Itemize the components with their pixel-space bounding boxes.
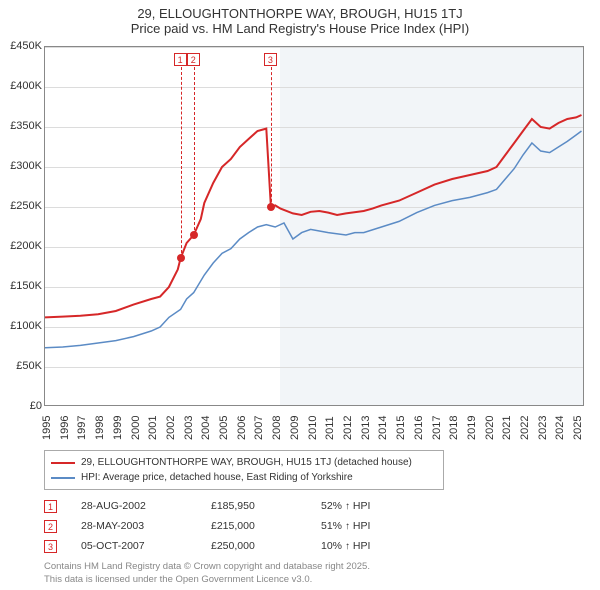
sale-marker-line: [194, 67, 195, 235]
x-axis-label: 2011: [324, 416, 336, 440]
x-axis-label: 2005: [218, 416, 230, 440]
sales-date: 28-MAY-2003: [81, 520, 211, 532]
x-axis-label: 2006: [236, 416, 248, 440]
sales-price: £250,000: [211, 540, 321, 552]
x-axis-label: 2020: [484, 416, 496, 440]
sales-price: £215,000: [211, 520, 321, 532]
chart-container: 29, ELLOUGHTONTHORPE WAY, BROUGH, HU15 1…: [0, 0, 600, 590]
y-axis-label: £250K: [10, 200, 42, 212]
x-axis-label: 2009: [289, 416, 301, 440]
x-axis-label: 2003: [183, 416, 195, 440]
x-axis-label: 2004: [200, 416, 212, 440]
sales-index-box: 3: [44, 540, 57, 553]
sales-row: 3 05-OCT-2007£250,00010% ↑ HPI: [44, 536, 441, 556]
x-axis-label: 2023: [537, 416, 549, 440]
x-axis-label: 2025: [572, 416, 584, 440]
y-axis-label: £0: [30, 400, 42, 412]
x-axis-label: 2017: [431, 416, 443, 440]
sales-diff: 52% ↑ HPI: [321, 500, 441, 512]
x-axis-label: 2019: [466, 416, 478, 440]
x-axis-label: 2008: [271, 416, 283, 440]
sales-row: 1 28-AUG-2002£185,95052% ↑ HPI: [44, 496, 441, 516]
series-line-property: [45, 115, 582, 317]
legend-box: 29, ELLOUGHTONTHORPE WAY, BROUGH, HU15 1…: [44, 450, 444, 490]
x-axis-label: 1998: [94, 416, 106, 440]
legend-item: 29, ELLOUGHTONTHORPE WAY, BROUGH, HU15 1…: [51, 455, 437, 470]
x-axis-label: 2001: [147, 416, 159, 440]
sales-date: 05-OCT-2007: [81, 540, 211, 552]
footer-line: This data is licensed under the Open Gov…: [44, 574, 370, 586]
x-axis-label: 2021: [501, 416, 513, 440]
sales-diff: 10% ↑ HPI: [321, 540, 441, 552]
y-axis-label: £50K: [16, 360, 42, 372]
x-axis-label: 2002: [165, 416, 177, 440]
sales-row: 2 28-MAY-2003£215,00051% ↑ HPI: [44, 516, 441, 536]
legend-label: 29, ELLOUGHTONTHORPE WAY, BROUGH, HU15 1…: [81, 455, 412, 470]
sales-index-box: 2: [44, 520, 57, 533]
x-axis-label: 2022: [519, 416, 531, 440]
x-axis-label: 1997: [76, 416, 88, 440]
footer-attribution: Contains HM Land Registry data © Crown c…: [44, 561, 370, 586]
title-subtitle: Price paid vs. HM Land Registry's House …: [0, 21, 600, 36]
y-axis-label: £450K: [10, 40, 42, 52]
sale-marker-dot: [267, 203, 275, 211]
footer-line: Contains HM Land Registry data © Crown c…: [44, 561, 370, 573]
sale-marker-line: [181, 67, 182, 258]
legend-swatch-icon: [51, 477, 75, 479]
y-axis-label: £350K: [10, 120, 42, 132]
y-axis-label: £300K: [10, 160, 42, 172]
x-axis-label: 1996: [59, 416, 71, 440]
chart-svg: [45, 47, 583, 405]
x-axis-label: 2010: [307, 416, 319, 440]
sales-diff: 51% ↑ HPI: [321, 520, 441, 532]
x-axis-label: 2015: [395, 416, 407, 440]
x-axis-label: 2014: [377, 416, 389, 440]
legend-label: HPI: Average price, detached house, East…: [81, 470, 353, 485]
sale-marker-dot: [190, 231, 198, 239]
x-axis-label: 2013: [360, 416, 372, 440]
sales-index-box: 1: [44, 500, 57, 513]
sale-marker-box: 1: [174, 53, 187, 66]
x-axis-label: 2012: [342, 416, 354, 440]
x-axis-label: 1999: [112, 416, 124, 440]
sale-marker-box: 3: [264, 53, 277, 66]
sale-marker-line: [271, 67, 272, 207]
series-line-hpi: [45, 131, 582, 348]
x-axis-label: 2000: [130, 416, 142, 440]
sale-marker-box: 2: [187, 53, 200, 66]
sales-date: 28-AUG-2002: [81, 500, 211, 512]
legend-swatch-icon: [51, 462, 75, 464]
legend-item: HPI: Average price, detached house, East…: [51, 470, 437, 485]
title-block: 29, ELLOUGHTONTHORPE WAY, BROUGH, HU15 1…: [0, 0, 600, 36]
y-axis-label: £150K: [10, 280, 42, 292]
y-axis-label: £400K: [10, 80, 42, 92]
x-axis-label: 2024: [554, 416, 566, 440]
sales-price: £185,950: [211, 500, 321, 512]
y-axis-label: £100K: [10, 320, 42, 332]
x-axis-label: 1995: [41, 416, 53, 440]
y-axis-label: £200K: [10, 240, 42, 252]
x-axis-label: 2007: [253, 416, 265, 440]
title-address: 29, ELLOUGHTONTHORPE WAY, BROUGH, HU15 1…: [0, 6, 600, 21]
sales-table: 1 28-AUG-2002£185,95052% ↑ HPI 2 28-MAY-200…: [44, 496, 441, 556]
chart-plot-area: 12 3: [44, 46, 584, 406]
x-axis-label: 2016: [413, 416, 425, 440]
sale-marker-dot: [177, 254, 185, 262]
x-axis-label: 2018: [448, 416, 460, 440]
